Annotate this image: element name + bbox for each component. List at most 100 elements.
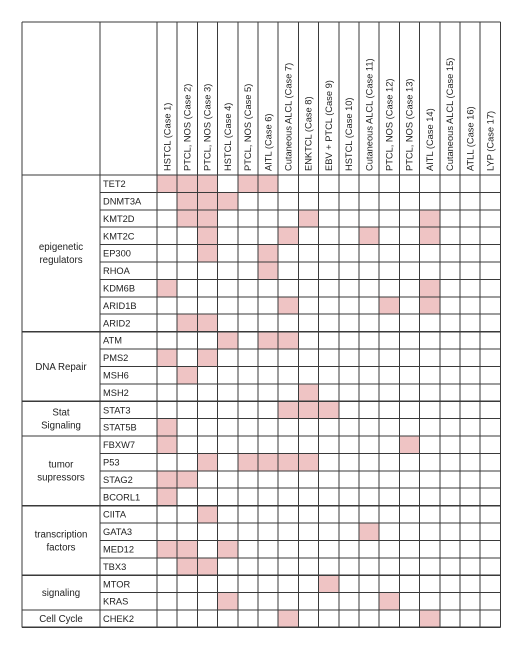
heatmap-cell-chek2-14 xyxy=(419,610,440,628)
heatmap-cell-tet2-6 xyxy=(258,175,279,193)
heatmap-cell-tet2-14 xyxy=(419,175,440,193)
heatmap-cell-rhoa-6 xyxy=(258,262,279,280)
heatmap-cell-kmt2c-1 xyxy=(157,227,178,245)
heatmap-cell-chek2-3 xyxy=(197,610,218,628)
heatmap-cell-bcorl1-16 xyxy=(460,488,481,506)
heatmap-cell-kmt2d-5 xyxy=(237,209,258,228)
heatmap-cell-msh6-9 xyxy=(318,366,339,384)
heatmap-cell-kmt2d-9 xyxy=(318,209,339,228)
heatmap-cell-chek2-1 xyxy=(157,610,178,628)
heatmap-cell-med12-13 xyxy=(399,540,420,558)
heatmap-cell-stat3-6 xyxy=(258,401,279,419)
heatmap-cell-stag2-5 xyxy=(237,470,258,489)
heatmap-cell-atm-4 xyxy=(217,331,238,349)
heatmap-cell-ep300-15 xyxy=(439,244,460,262)
heatmap-cell-pms2-2 xyxy=(177,349,198,367)
heatmap-cell-bcorl1-17 xyxy=(480,488,501,506)
heatmap-cell-p53-5 xyxy=(237,453,258,471)
heatmap-cell-atm-16 xyxy=(460,331,481,349)
heatmap-cell-stat3-12 xyxy=(379,401,400,419)
heatmap-cell-fbxw7-1 xyxy=(157,436,178,454)
heatmap-cell-chek2-17 xyxy=(480,610,501,628)
heatmap-cell-tet2-8 xyxy=(298,175,319,193)
heatmap-cell-pms2-10 xyxy=(338,349,359,367)
heatmap-cell-dnmt3a-7 xyxy=(278,192,299,210)
heatmap-cell-ep300-9 xyxy=(318,244,339,262)
heatmap-cell-arid2-17 xyxy=(480,314,501,332)
heatmap-cell-fbxw7-11 xyxy=(359,436,380,454)
heatmap-cell-msh2-14 xyxy=(419,383,440,402)
heatmap-cell-fbxw7-12 xyxy=(379,436,400,454)
heatmap-cell-gata3-1 xyxy=(157,523,178,541)
heatmap-cell-arid1b-8 xyxy=(298,296,319,315)
heatmap-cell-pms2-3 xyxy=(197,349,218,367)
heatmap-cell-dnmt3a-11 xyxy=(359,192,380,210)
heatmap-cell-p53-10 xyxy=(338,453,359,471)
heatmap-cell-rhoa-13 xyxy=(399,262,420,280)
heatmap-cell-chek2-11 xyxy=(359,610,380,628)
gene-label-bcorl1: BCORL1 xyxy=(103,492,140,502)
heatmap-cell-fbxw7-3 xyxy=(197,436,218,454)
heatmap-cell-ep300-8 xyxy=(298,244,319,262)
heatmap-cell-stat3-4 xyxy=(217,401,238,419)
heatmap-cell-rhoa-5 xyxy=(237,262,258,280)
heatmap-cell-fbxw7-6 xyxy=(258,436,279,454)
heatmap-cell-arid1b-17 xyxy=(480,296,501,315)
heatmap-cell-dnmt3a-17 xyxy=(480,192,501,210)
heatmap-cell-rhoa-4 xyxy=(217,262,238,280)
heatmap-cell-chek2-15 xyxy=(439,610,460,628)
heatmap-cell-dnmt3a-16 xyxy=(460,192,481,210)
heatmap-cell-gata3-14 xyxy=(419,523,440,541)
heatmap-cell-arid2-3 xyxy=(197,314,218,332)
heatmap-cell-stag2-12 xyxy=(379,470,400,489)
heatmap-cell-kmt2d-16 xyxy=(460,209,481,228)
gene-label-kdm6b: KDM6B xyxy=(103,284,135,294)
heatmap-cell-ciita-8 xyxy=(298,505,319,523)
heatmap-cell-stat3-15 xyxy=(439,401,460,419)
heatmap-cell-rhoa-15 xyxy=(439,262,460,280)
heatmap-cell-pms2-11 xyxy=(359,349,380,367)
heatmap-cell-msh6-7 xyxy=(278,366,299,384)
heatmap-cell-tet2-7 xyxy=(278,175,299,193)
heatmap-cell-chek2-16 xyxy=(460,610,481,628)
heatmap-cell-stag2-9 xyxy=(318,470,339,489)
heatmap-cell-ciita-9 xyxy=(318,505,339,523)
heatmap-cell-tet2-4 xyxy=(217,175,238,193)
heatmap-cell-gata3-6 xyxy=(258,523,279,541)
heatmap-cell-stag2-16 xyxy=(460,470,481,489)
heatmap-cell-kmt2c-15 xyxy=(439,227,460,245)
heatmap-cell-arid1b-13 xyxy=(399,296,420,315)
heatmap-cell-fbxw7-14 xyxy=(419,436,440,454)
heatmap-cell-ep300-16 xyxy=(460,244,481,262)
heatmap-cell-msh6-15 xyxy=(439,366,460,384)
heatmap-cell-stat5b-17 xyxy=(480,418,501,436)
heatmap-cell-chek2-10 xyxy=(338,610,359,628)
heatmap-cell-gata3-17 xyxy=(480,523,501,541)
heatmap-cell-stat3-2 xyxy=(177,401,198,419)
heatmap-cell-mtor-5 xyxy=(237,575,258,593)
heatmap-cell-ep300-7 xyxy=(278,244,299,262)
column-header-case-16: ATLL (Case 16) xyxy=(465,106,475,171)
heatmap-cell-fbxw7-16 xyxy=(460,436,481,454)
heatmap-cell-tet2-1 xyxy=(157,175,178,193)
heatmap-cell-kdm6b-8 xyxy=(298,279,319,297)
heatmap-cell-p53-13 xyxy=(399,453,420,471)
heatmap-cell-rhoa-12 xyxy=(379,262,400,280)
heatmap-cell-mtor-9 xyxy=(318,575,339,593)
heatmap-cell-stat5b-10 xyxy=(338,418,359,436)
heatmap-cell-rhoa-17 xyxy=(480,262,501,280)
heatmap-cell-atm-7 xyxy=(278,331,299,349)
heatmap-cell-med12-3 xyxy=(197,540,218,558)
heatmap-cell-kmt2d-11 xyxy=(359,209,380,228)
heatmap-cell-tbx3-7 xyxy=(278,557,299,576)
heatmap-cell-ep300-1 xyxy=(157,244,178,262)
gene-label-msh6: MSH6 xyxy=(103,371,129,381)
heatmap-cell-med12-9 xyxy=(318,540,339,558)
heatmap-cell-arid2-7 xyxy=(278,314,299,332)
heatmap-cell-msh2-8 xyxy=(298,383,319,402)
heatmap-cell-med12-5 xyxy=(237,540,258,558)
heatmap-cell-rhoa-1 xyxy=(157,262,178,280)
heatmap-cell-kras-17 xyxy=(480,592,501,610)
group-label-2-line-1: DNA Repair xyxy=(35,362,87,373)
heatmap-cell-rhoa-8 xyxy=(298,262,319,280)
